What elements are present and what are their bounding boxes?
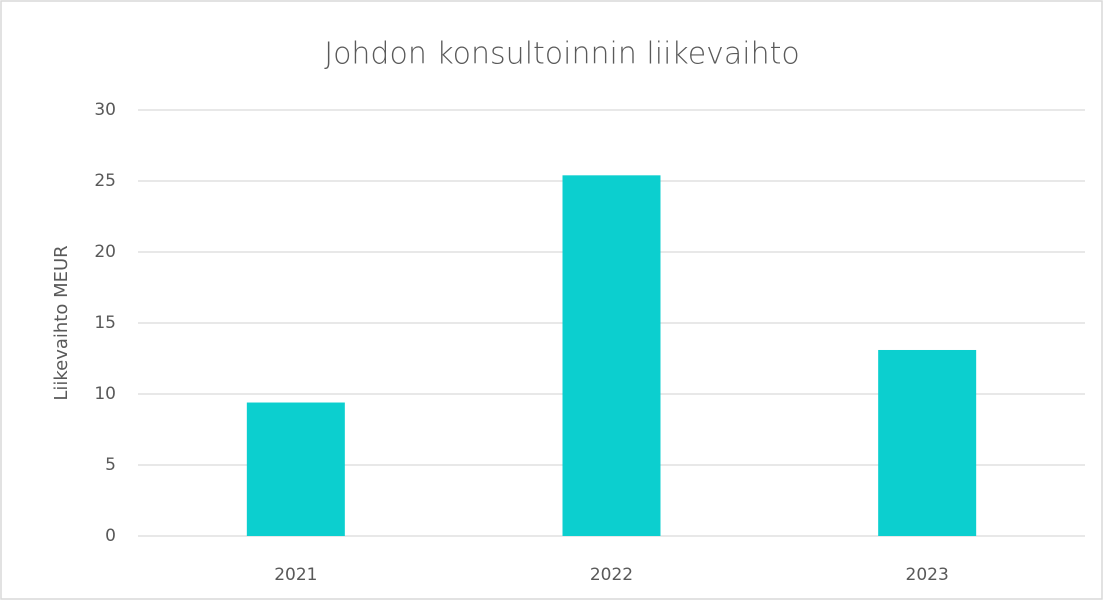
x-tick-label: 2023 <box>906 565 949 585</box>
y-tick-label: 20 <box>94 242 116 262</box>
y-tick-label: 10 <box>94 384 116 404</box>
bar <box>246 402 345 536</box>
x-tick-label: 2022 <box>590 565 633 585</box>
y-axis-label: Liikevaihto MEUR <box>51 245 72 400</box>
y-tick-label: 15 <box>94 313 116 333</box>
y-tick-label: 30 <box>94 100 116 120</box>
bar <box>562 175 661 536</box>
y-tick-label: 25 <box>94 171 116 191</box>
bar <box>878 349 977 536</box>
x-tick-label: 2021 <box>274 565 317 585</box>
y-tick-label: 5 <box>105 455 116 475</box>
y-tick-label: 0 <box>105 526 116 546</box>
chart-title: Johdon konsultoinnin liikevaihto <box>324 37 800 72</box>
